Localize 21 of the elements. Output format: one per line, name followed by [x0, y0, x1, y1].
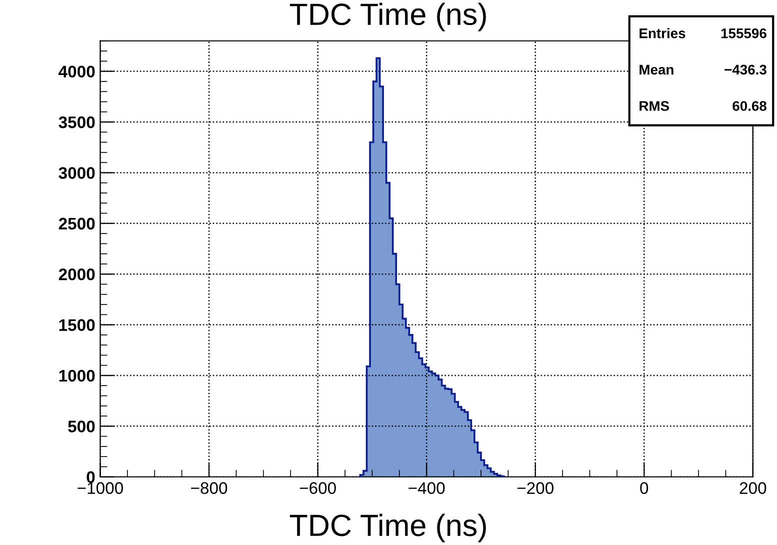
- x-tick-label: −600: [300, 482, 336, 494]
- x-axis-title: TDC Time (ns): [290, 514, 486, 542]
- y-tick-label: 3500: [58, 116, 95, 128]
- y-tick-label: 1000: [59, 370, 95, 382]
- y-tick-label: 4000: [58, 66, 95, 78]
- y-tick-label: 0: [86, 471, 95, 484]
- text: Entries 155596: [640, 28, 766, 38]
- y-tick-label: 500: [68, 420, 95, 432]
- x-tick-label: −200: [517, 482, 554, 494]
- y-tick-label: 2000: [58, 268, 95, 280]
- x-tick-label: −1000: [78, 482, 123, 494]
- text: Mean −436.3: [640, 64, 766, 75]
- y-tick-label: 3000: [58, 167, 95, 179]
- chart-title: TDC Time (ns): [290, 2, 486, 32]
- y-tick-label: 2500: [58, 218, 95, 230]
- x-tick-label: 0: [640, 482, 648, 494]
- x-tick-label: −400: [408, 482, 445, 494]
- x-tick-label: 200: [740, 482, 766, 494]
- x-tick-label: −800: [191, 482, 228, 494]
- text: RMS 60.68: [640, 101, 766, 111]
- y-tick-label: 1500: [59, 319, 95, 331]
